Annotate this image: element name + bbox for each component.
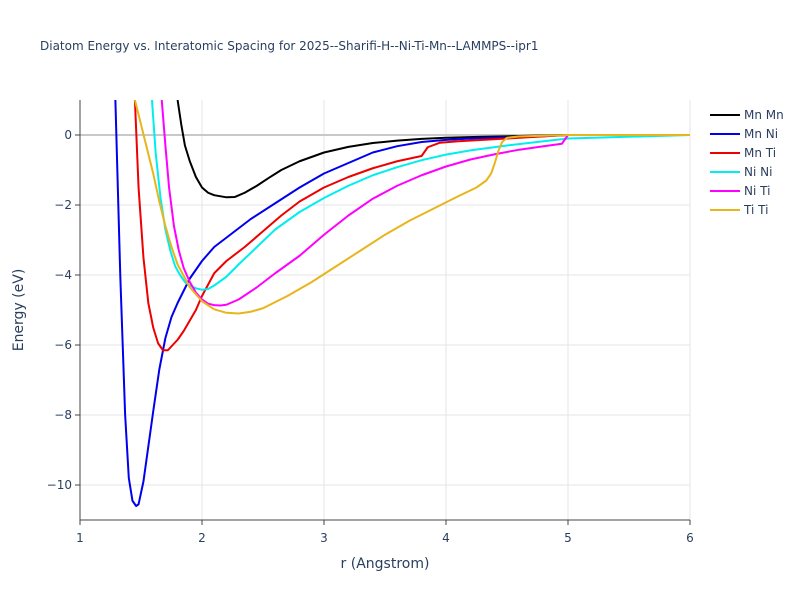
legend-label: Ni Ti [744, 184, 770, 198]
legend-item-ni-ni[interactable]: Ni Ni [710, 165, 772, 179]
legend-item-mn-ni[interactable]: Mn Ni [710, 127, 778, 141]
series-line-mn-ti [133, 100, 690, 352]
legend-label: Ni Ni [744, 165, 772, 179]
x-tick-label: 5 [564, 531, 572, 545]
y-tick-label: −8 [54, 408, 72, 422]
y-axis-title: Energy (eV) [11, 269, 27, 352]
x-tick-label: 6 [686, 531, 694, 545]
series-line-mn-mn [176, 100, 690, 199]
y-tick-label: −4 [54, 268, 72, 282]
legend-item-mn-ti[interactable]: Mn Ti [710, 146, 776, 160]
x-tick-label: 2 [198, 531, 206, 545]
y-tick-label: −2 [54, 198, 72, 212]
x-tick-label: 4 [442, 531, 450, 545]
legend-item-ti-ti[interactable]: Ti Ti [710, 203, 768, 217]
x-axis: 1 2 3 4 5 6 [76, 519, 694, 545]
y-tick-label: −10 [47, 478, 72, 492]
x-tick-label: 3 [320, 531, 328, 545]
legend: Mn Mn Mn Ni Mn Ti Ni Ni Ni Ti Ti Ti [710, 108, 784, 217]
grid-lines [80, 100, 691, 520]
series-line-ni-ti [160, 100, 690, 307]
legend-label: Mn Ti [744, 146, 776, 160]
x-axis-title: r (Angstrom) [341, 556, 430, 572]
legend-label: Mn Ni [744, 127, 778, 141]
y-tick-label: 0 [64, 128, 72, 142]
chart-title: Diatom Energy vs. Interatomic Spacing fo… [40, 39, 538, 53]
legend-label: Ti Ti [743, 203, 768, 217]
plot-area [114, 100, 690, 507]
series-line-ni-ni [150, 100, 690, 291]
legend-label: Mn Mn [744, 108, 784, 122]
series-line-mn-ni [114, 100, 690, 507]
y-tick-label: −6 [54, 338, 72, 352]
legend-item-mn-mn[interactable]: Mn Mn [710, 108, 784, 122]
y-axis: 0 −2 −4 −6 −8 −10 [47, 100, 81, 520]
legend-item-ni-ti[interactable]: Ni Ti [710, 184, 770, 198]
x-tick-label: 1 [76, 531, 84, 545]
series-line-ti-ti [133, 100, 690, 315]
